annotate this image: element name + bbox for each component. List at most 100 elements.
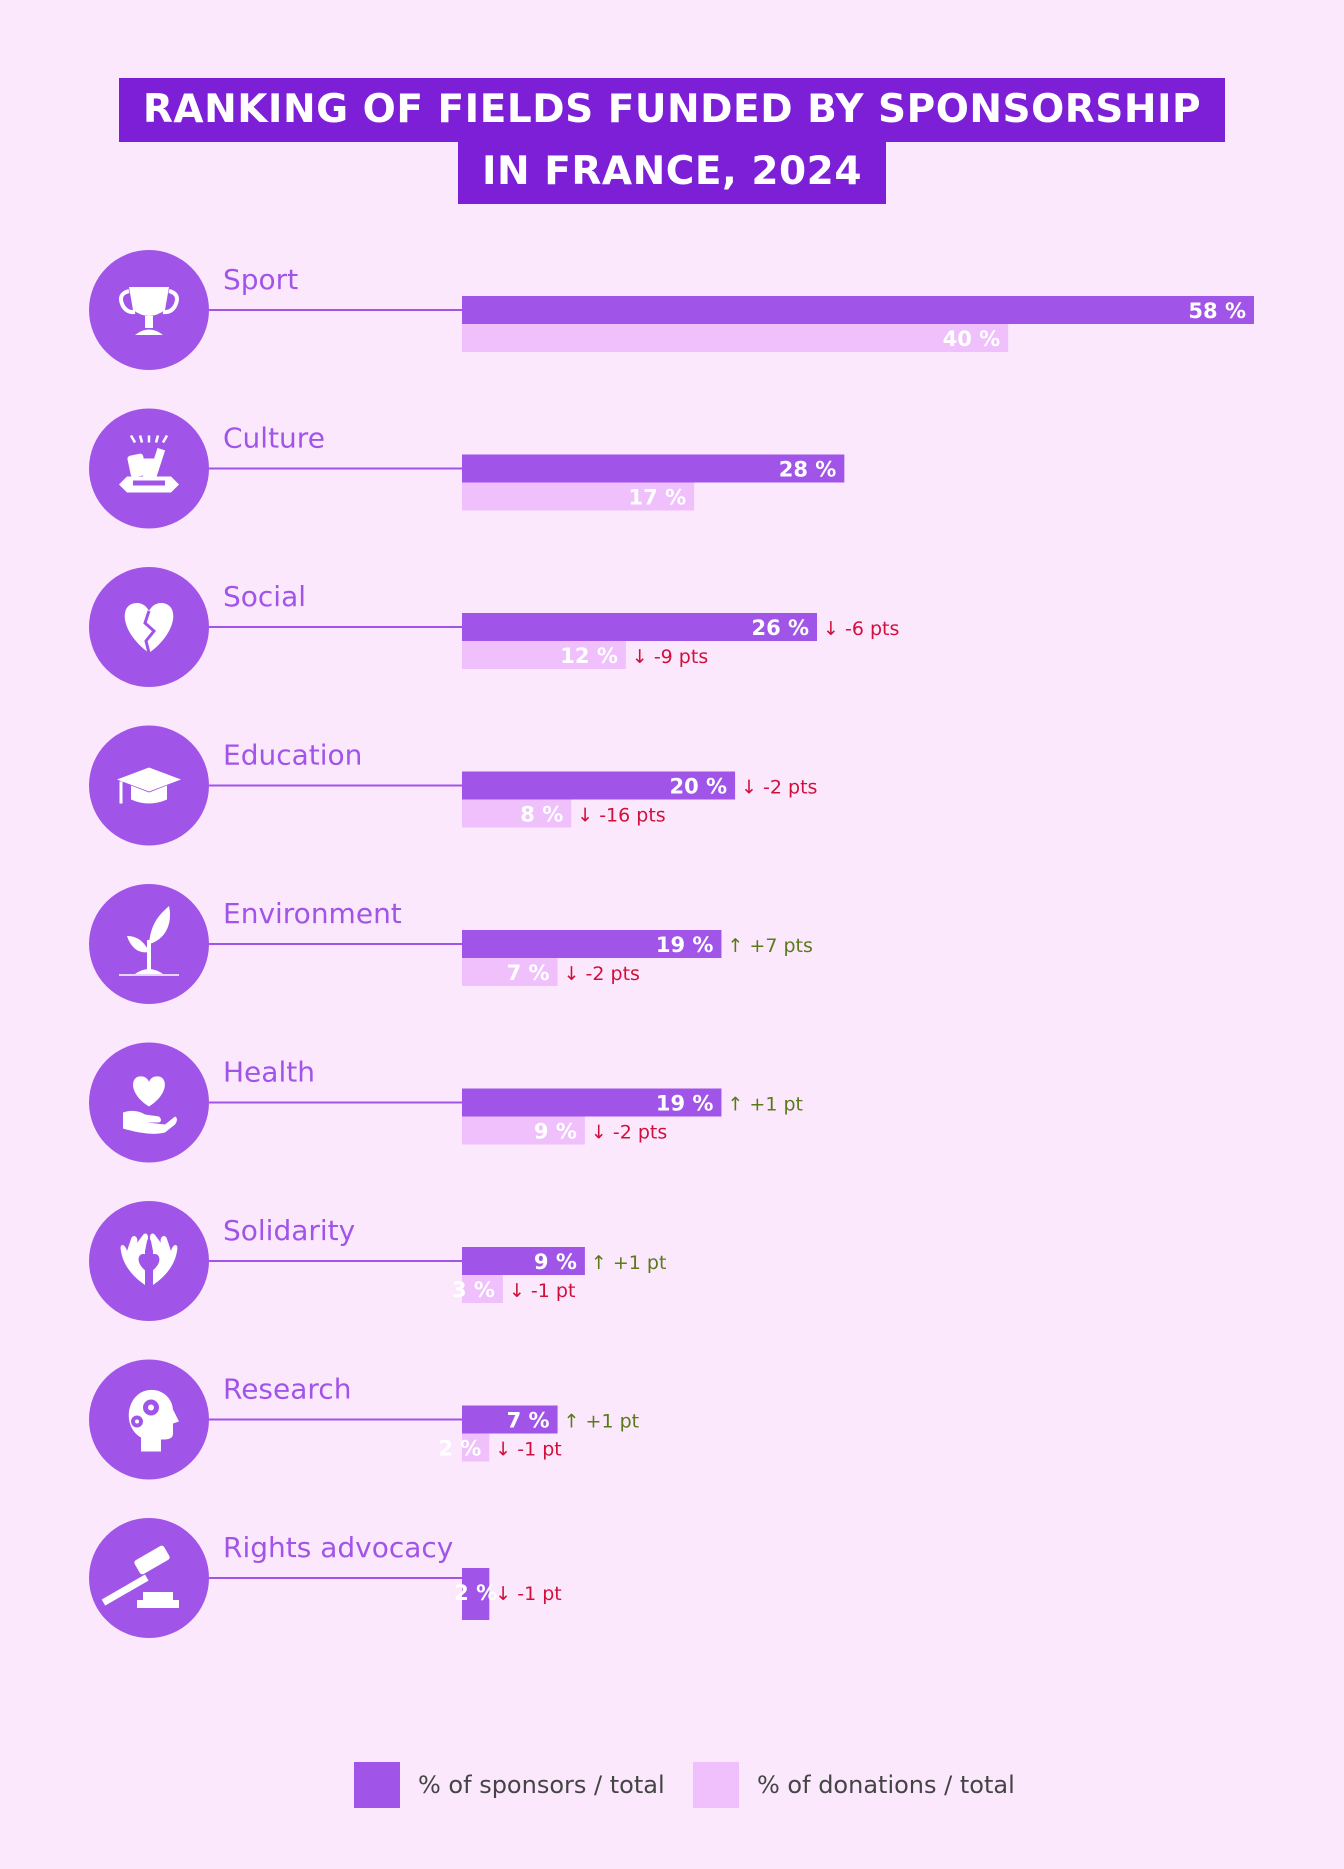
culture-icon [119,434,179,493]
sprout-leaf-left [127,936,149,953]
bar-sponsors [462,613,818,641]
value-label-sponsors: 9 % [534,1250,577,1274]
bar-donations [462,1433,490,1462]
trophy-handle-left [119,289,136,315]
value-label-donations: 17 % [629,486,687,510]
bar-donations [462,324,1009,352]
trophy-stem [145,316,153,328]
value-label-sponsors: 2 % [454,1581,497,1605]
bar-donations [462,641,626,669]
chart-title-line-2: IN FRANCE, 2024 [458,140,886,204]
bar-sponsors [462,771,736,800]
heart-shape [138,1253,160,1273]
bar-chart: Sport 58 % 40 % Culture 28 % 17 % Social 26 % ↓ … [89,250,1254,1638]
gavel-block-top [143,1592,173,1600]
value-label-sponsors: 19 % [656,1092,714,1116]
legend-label-donations: % of donations / total [757,1771,1015,1799]
change-label: ↑ +1 pt [727,1094,803,1116]
cap-board [117,767,181,792]
culture-ray [161,434,169,444]
trophy-base [135,329,163,335]
change-label: ↑ +1 pt [564,1411,640,1433]
category-label: Research [223,1373,351,1406]
bar-sponsors [462,1088,722,1117]
hand-right [149,1233,178,1285]
heart-puzzle-split [143,610,157,654]
culture-ray [138,435,144,443]
value-label-sponsors: 7 % [507,1409,550,1433]
value-label-sponsors: 19 % [656,933,714,957]
trophy-handle-right [162,289,179,315]
value-label-donations: 7 % [507,961,550,985]
change-label: ↓ -1 pt [495,1439,561,1461]
category-label: Rights advocacy [223,1531,453,1564]
bar-sponsors [462,930,722,958]
value-label-donations: 9 % [534,1120,577,1144]
legend-swatch-sponsors [354,1762,400,1808]
bar-sponsors [462,454,845,483]
sprout-leaf-right [149,906,171,944]
value-label-donations: 12 % [560,644,618,668]
trophy-icon [119,287,179,335]
bar-sponsors [462,1405,558,1434]
change-label: ↓ -6 pts [823,618,899,640]
legend-swatch-donations [693,1762,739,1808]
bar-sponsors [462,1247,585,1275]
culture-mask [127,453,147,478]
change-label: ↓ -1 pt [495,1583,561,1605]
category-label: Culture [223,422,325,455]
bar-donations [462,958,558,986]
sprout-icon [119,906,179,976]
change-label: ↑ +1 pt [591,1252,667,1274]
culture-paint [143,458,155,477]
category-label: Solidarity [223,1214,355,1247]
change-label: ↓ -1 pt [509,1280,575,1302]
change-label: ↓ -9 pts [632,646,708,668]
bar-donations [462,482,695,511]
change-label: ↑ +7 pts [727,935,812,957]
value-label-sponsors: 26 % [751,616,809,640]
gear-small-hub [135,1419,139,1424]
legend: % of sponsors / total % of donations / t… [0,1762,1344,1808]
gear-large-hub [148,1404,154,1411]
gavel-head [134,1545,170,1575]
hands-heart-icon [120,1233,178,1285]
bar-donations [462,799,572,828]
heart-hand-icon [123,1076,177,1134]
bar-donations [462,1275,503,1303]
heart-puzzle-icon [124,603,174,654]
value-label-donations: 8 % [520,803,563,827]
gavel-block-base [137,1600,179,1608]
category-circle [89,1518,209,1638]
value-label-sponsors: 20 % [670,775,728,799]
value-label-sponsors: 28 % [779,458,837,482]
category-label: Education [223,739,362,772]
value-label-sponsors: 58 % [1188,299,1246,323]
trophy-cup [129,287,169,316]
hand-shape [123,1110,177,1134]
chart-title-line-1: RANKING OF FIELDS FUNDED BY SPONSORSHIP [118,78,1226,142]
graduation-cap-icon [117,767,181,804]
head-shape [128,1389,179,1452]
change-label: ↓ -16 pts [577,805,665,827]
culture-banner-line [133,480,165,486]
bar-donations [462,1116,585,1145]
bar-sponsors [462,296,1254,324]
bar-sponsors [462,1568,490,1620]
category-label: Health [223,1056,315,1089]
change-label: ↓ -2 pts [564,963,640,985]
title-line-1-wrap: RANKING OF FIELDS FUNDED BY SPONSORSHIP [0,78,1344,142]
sprout-soil [135,969,163,974]
culture-ray [154,435,160,443]
value-label-donations: 2 % [438,1437,481,1461]
culture-ray [129,434,137,444]
heart-shape [133,1076,165,1107]
hand-left [120,1233,149,1285]
change-label: ↓ -2 pts [741,777,817,799]
category-label: Sport [223,263,298,296]
value-label-donations: 40 % [943,327,1001,351]
title-line-2-wrap: IN FRANCE, 2024 [0,140,1344,204]
cap-body [131,785,167,804]
change-label: ↓ -2 pts [591,1122,667,1144]
head-gears-icon [128,1389,179,1452]
